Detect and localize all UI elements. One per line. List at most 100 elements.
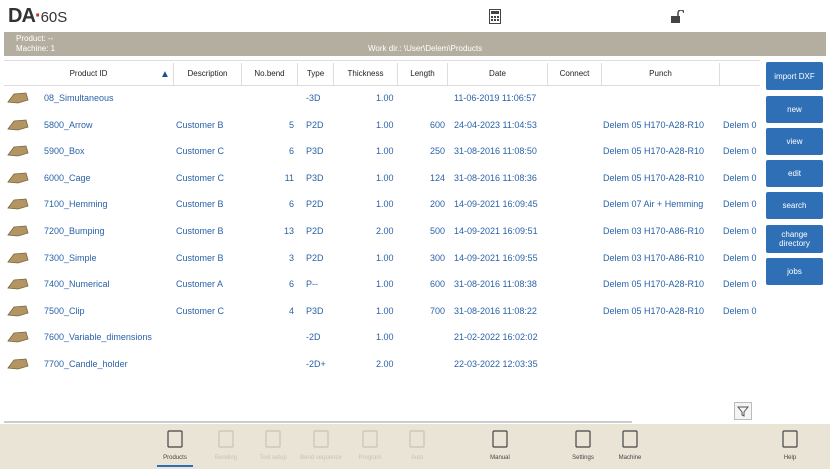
- column-header[interactable]: Product ID: [4, 63, 174, 85]
- logo-dot: ·: [34, 5, 42, 27]
- machine-status: Machine: 1: [16, 44, 56, 53]
- cell-id: 7100_Hemming: [44, 199, 108, 210]
- column-header[interactable]: Punch: [602, 63, 720, 85]
- toolbar-glyph: [622, 430, 638, 448]
- bottom-toolbar: Products Bending Tool setup Bend sequence Pr…: [0, 424, 830, 469]
- cell-punch: Delem 07 Air + Hemming: [603, 199, 704, 210]
- cell-type: -2D+: [306, 359, 326, 369]
- cell-id: 7600_Variable_dimensions: [44, 332, 152, 343]
- toolbar-label[interactable]: Manual: [490, 455, 510, 461]
- side-button[interactable]: view: [766, 128, 823, 155]
- logo-main: DA: [8, 5, 36, 27]
- calculator-icon[interactable]: [489, 9, 501, 24]
- product-thumbnail: [7, 92, 29, 104]
- cell-bends: 6: [288, 146, 294, 157]
- toolbar-icon: [263, 429, 283, 449]
- toolbar-label: Tool setup: [259, 455, 287, 461]
- cell-die: Delem 0: [723, 279, 757, 290]
- cell-thickness: 1.00: [376, 93, 394, 103]
- cell-punch: Delem 03 H170-A86-R10: [603, 226, 705, 236]
- cell-thickness: 1.00: [376, 199, 394, 210]
- column-header[interactable]: Connect: [548, 63, 602, 85]
- toolbar-glyph: [362, 430, 378, 448]
- toolbar-icon[interactable]: [780, 429, 800, 449]
- side-button[interactable]: change directory: [766, 225, 823, 253]
- toolbar-icon[interactable]: [573, 429, 593, 449]
- toolbar-icon: [311, 429, 331, 449]
- toolbar-icon[interactable]: [620, 429, 640, 449]
- product-row[interactable]: 5900_Box Customer C 6 P3D 1.00 250 31-08-2016 …: [4, 138, 760, 164]
- product-icon: [6, 357, 30, 370]
- toolbar-label[interactable]: Machine: [618, 455, 642, 461]
- cell-date: 31-08-2016 11:08:36: [454, 172, 537, 183]
- toolbar-glyph: [492, 430, 508, 448]
- product-row[interactable]: 6000_Cage Customer C 11 P3D 1.00 124 31-08-201…: [4, 165, 760, 191]
- cell-thickness: 1.00: [376, 146, 394, 157]
- toolbar-label[interactable]: Products: [163, 455, 187, 461]
- toolbar-glyph: [167, 430, 183, 448]
- cell-length: 124: [429, 172, 445, 183]
- product-thumbnail: [7, 119, 29, 130]
- cell-description: Customer B: [176, 252, 224, 263]
- product-icon: [6, 171, 30, 184]
- column-header[interactable]: Date: [448, 63, 548, 85]
- cell-date: 31-08-2016 11:08:50: [454, 146, 537, 157]
- cell-die: Delem 0: [723, 305, 757, 316]
- side-button[interactable]: new: [766, 96, 823, 123]
- cell-description: Customer C: [176, 305, 225, 316]
- product-icon: [6, 330, 30, 343]
- column-header[interactable]: Thickness: [334, 63, 398, 85]
- lock-icon[interactable]: [670, 10, 684, 23]
- cell-type: P3D: [306, 305, 324, 316]
- column-header[interactable]: Type: [298, 63, 334, 85]
- product-row[interactable]: 7500_Clip Customer C 4 P3D 1.00 700 31-08-2016…: [4, 298, 760, 324]
- cell-thickness: 1.00: [376, 279, 394, 290]
- product-row[interactable]: 5800_Arrow Customer B 5 P2D 1.00 600 24-04-202…: [4, 112, 760, 138]
- column-header[interactable]: Length: [398, 63, 448, 85]
- product-table: Product ID Description No.bend Type Thicknes…: [4, 60, 760, 423]
- filter-button[interactable]: [734, 402, 752, 420]
- cell-thickness: 1.00: [376, 172, 394, 183]
- product-row[interactable]: 7600_Variable_dimensions -2D 1.00 21-02-202…: [4, 324, 760, 350]
- product-row[interactable]: 7200_Bumping Customer B 13 P2D 2.00 500 14-09-…: [4, 218, 760, 244]
- toolbar-icon[interactable]: [165, 429, 185, 449]
- column-header[interactable]: Description: [174, 63, 242, 85]
- side-button[interactable]: import DXF: [766, 62, 823, 90]
- toolbar-label[interactable]: Settings: [572, 455, 594, 461]
- logo: DA·60S: [8, 5, 67, 28]
- cell-length: 300: [429, 252, 445, 263]
- cell-id: 5800_Arrow: [44, 119, 93, 130]
- cell-type: P2D: [306, 119, 324, 130]
- cell-thickness: 2.00: [376, 359, 394, 369]
- side-button[interactable]: edit: [766, 160, 823, 187]
- logo-model: 60S: [40, 9, 68, 26]
- cell-punch: Delem 05 H170-A28-R10: [603, 119, 705, 130]
- side-button[interactable]: jobs: [766, 258, 823, 285]
- cell-bends: 13: [283, 226, 294, 236]
- toolbar-label: Bending: [214, 455, 238, 461]
- cell-id: 7700_Candle_holder: [44, 359, 128, 369]
- toolbar-glyph: [575, 430, 591, 448]
- cell-description: Customer A: [176, 279, 224, 290]
- toolbar-label: Bend sequence: [300, 455, 342, 461]
- side-button[interactable]: search: [766, 192, 823, 219]
- cell-type: P3D: [306, 172, 324, 183]
- cell-thickness: 1.00: [376, 252, 394, 263]
- cell-description: Customer C: [176, 172, 225, 183]
- product-row[interactable]: 7700_Candle_holder -2D+ 2.00 22-03-2022 12:…: [4, 351, 760, 377]
- cell-date: 24-04-2023 11:04:53: [454, 119, 537, 130]
- column-header[interactable]: No.bend: [242, 63, 298, 85]
- cell-id: 7200_Bumping: [44, 226, 105, 236]
- product-row[interactable]: 7100_Hemming Customer B 6 P2D 1.00 200 14-09-2…: [4, 191, 760, 217]
- toolbar-icon: [216, 429, 236, 449]
- product-row[interactable]: 08_Simultaneous -3D 1.00 11-06-2019 11:06:5…: [4, 85, 760, 111]
- cell-punch: Delem 05 H170-A28-R10: [603, 172, 705, 183]
- cell-bends: 11: [284, 172, 294, 183]
- cell-type: -2D: [306, 332, 321, 343]
- toolbar-icon[interactable]: [490, 429, 510, 449]
- toolbar-label[interactable]: Help: [783, 455, 797, 461]
- product-icon: [6, 251, 30, 264]
- product-row[interactable]: 7300_Simple Customer B 3 P2D 1.00 300 14-09-20…: [4, 245, 760, 271]
- cell-description: Customer B: [176, 199, 224, 210]
- product-row[interactable]: 7400_Numerical Customer A 6 P-- 1.00 600 31-08…: [4, 271, 760, 297]
